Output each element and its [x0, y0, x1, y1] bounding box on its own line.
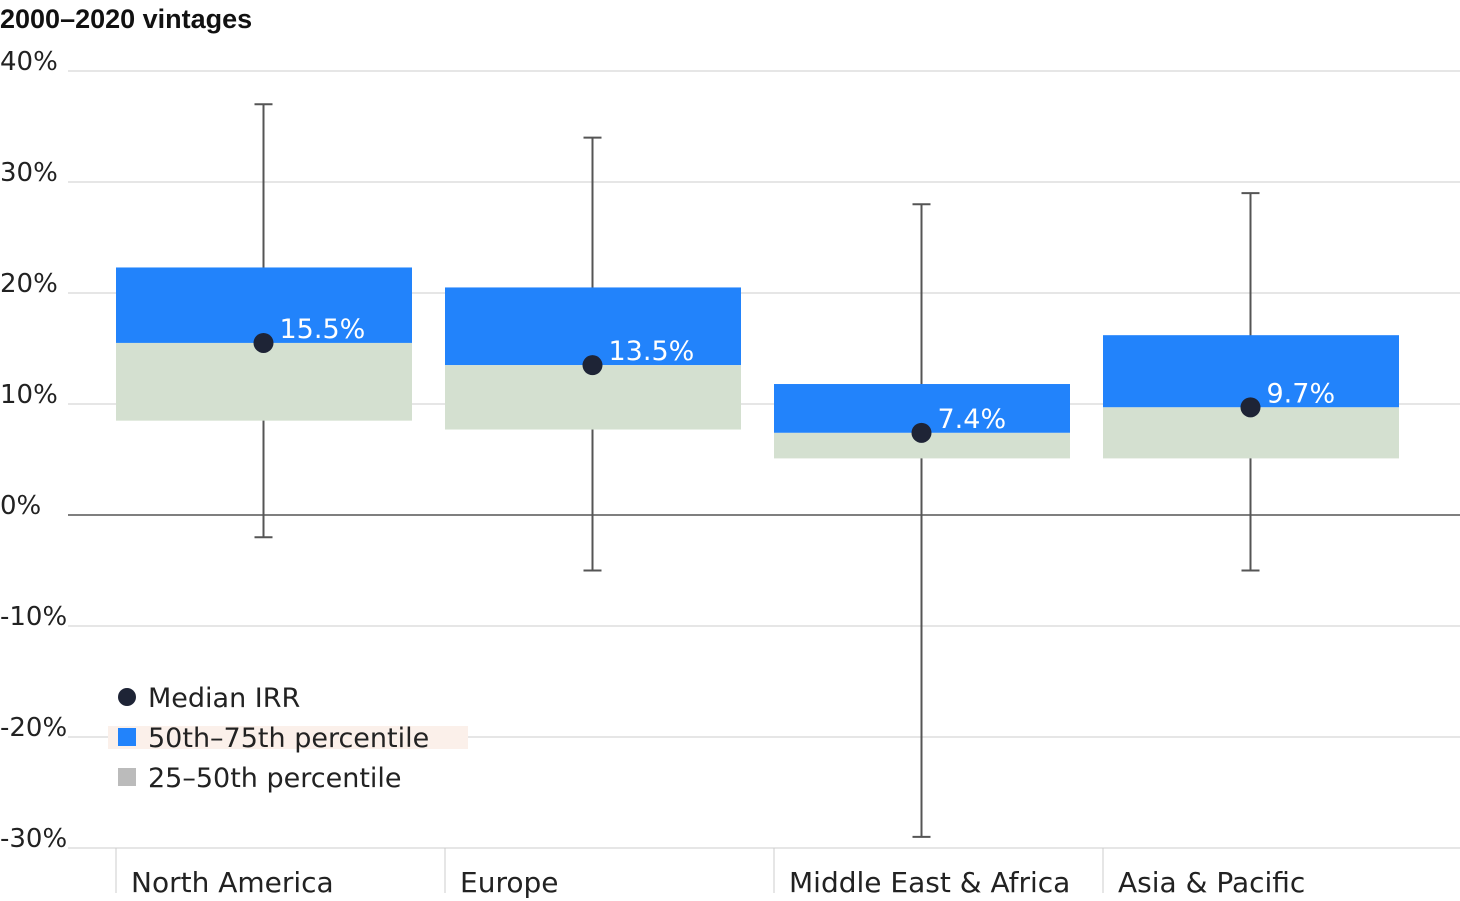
legend-swatch-lower — [118, 768, 136, 786]
legend-swatch-upper — [118, 728, 136, 746]
box-upper-4 — [1103, 335, 1399, 408]
median-value-label: 9.7% — [1267, 378, 1336, 409]
legend-median-dot — [118, 688, 136, 706]
category-label: Europe — [460, 866, 558, 899]
median-value-label: 15.5% — [280, 314, 366, 345]
median-value-label: 13.5% — [609, 336, 695, 367]
y-tick-label: -10% — [0, 602, 67, 632]
legend-label-upper: 50th–75th percentile — [148, 723, 429, 754]
category-label: Middle East & Africa — [789, 866, 1070, 899]
box-lower-1 — [116, 342, 412, 421]
category-label: Asia & Pacific — [1118, 866, 1305, 899]
y-tick-label: 30% — [0, 158, 58, 188]
box-lower-2 — [445, 365, 741, 430]
category-layer: North America Europe Middle East & Africa A… — [115, 848, 1305, 899]
y-tick-label: 0% — [0, 491, 41, 521]
legend-label-lower: 25–50th percentile — [148, 763, 402, 794]
y-tick-label: 10% — [0, 380, 58, 410]
y-tick-label: -30% — [0, 824, 67, 854]
box-upper-1 — [116, 267, 412, 343]
y-tick-label: 40% — [0, 47, 58, 77]
box-layer: 15.5% 13.5% 7.4% 9.7% — [116, 103, 1399, 838]
y-tick-label: 20% — [0, 269, 58, 299]
median-dot — [911, 422, 932, 443]
grid-layer: 40% 30% 20% 10% 0% -10% -20% -30% — [0, 47, 1460, 854]
median-dot — [582, 355, 603, 376]
chart-title: 2000–2020 vintages — [0, 4, 252, 34]
median-dot — [253, 332, 274, 353]
category-label: North America — [131, 866, 334, 899]
median-dot — [1240, 397, 1261, 418]
legend: Median IRR 50th–75th percentile 25–50th … — [108, 683, 468, 794]
legend-highlight — [108, 726, 468, 749]
median-value-label: 7.4% — [938, 404, 1007, 435]
legend-label-median: Median IRR — [148, 683, 300, 714]
y-tick-label: -20% — [0, 713, 67, 743]
box-upper-2 — [445, 287, 741, 366]
